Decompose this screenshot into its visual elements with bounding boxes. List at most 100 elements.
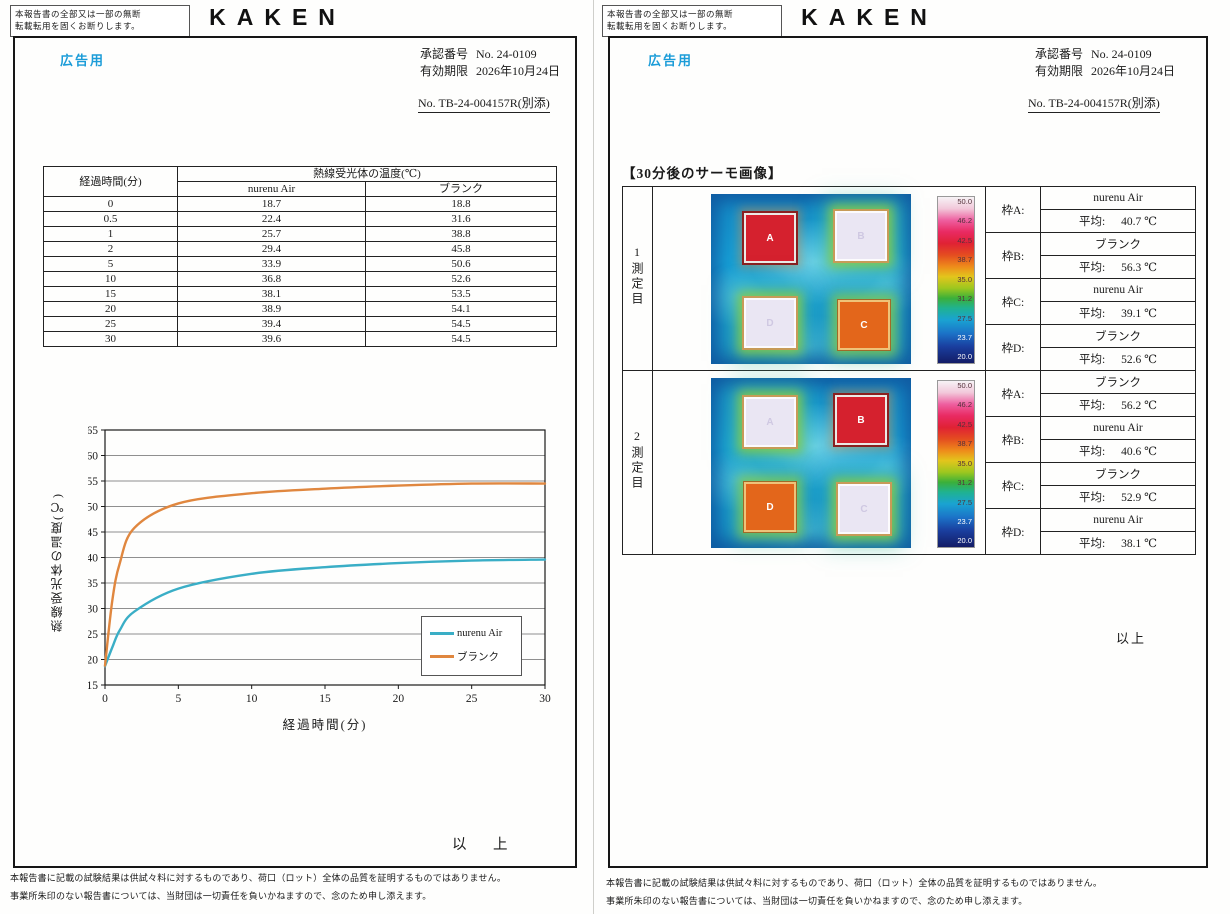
copyright-notice-line1: 本報告書の全部又は一部の無断 — [607, 9, 734, 19]
thermo-color-scale: 50.0 46.2 42.5 38.7 35.0 31.2 27.5 23.7 … — [937, 196, 975, 364]
frame-label: 枠A: — [985, 370, 1041, 417]
temperature-table: 経過時間(分) 熱線受光体の温度(℃) nurenu Air ブランク 0 18.… — [43, 166, 557, 347]
thermal-image-2: A B D C — [711, 378, 911, 548]
thermo-results-table: 1測定目 A B D C 50.0 46.2 42.5 38.7 35.0 31… — [622, 186, 1196, 555]
scale-tick-label: 42.5 — [957, 420, 972, 429]
temperature-line-chart: 15 20 25 30 35 40 45 50 55 60 65 0 5 10 15 20 25 30 — [88, 425, 551, 705]
thermal-image-cell-1: A B D C 50.0 46.2 42.5 38.7 35.0 31.2 27… — [652, 186, 986, 371]
thermal-image-1: A B D C — [711, 194, 911, 364]
svg-text:20: 20 — [393, 693, 405, 705]
table-header-row: 経過時間(分) 熱線受光体の温度(℃) — [43, 166, 557, 197]
approval-block: 承認番号 No. 24-0109 有効期限 2026年10月24日 — [1035, 46, 1175, 80]
square-letter: D — [766, 317, 774, 329]
svg-text:30: 30 — [88, 604, 98, 616]
square-letter: C — [860, 503, 868, 515]
table-row: 2 29.4 45.8 — [43, 241, 557, 257]
measurement-1-label-cell: 1測定目 — [622, 186, 653, 371]
kaken-logo: KAKEN — [209, 4, 346, 30]
cell-blank: 38.8 — [365, 226, 557, 242]
thermo-square-d: D — [744, 298, 796, 348]
frame-average: 平均: 38.1 ℃ — [1040, 531, 1196, 555]
cell-sample: 38.9 — [177, 301, 366, 317]
col-header-time: 経過時間(分) — [43, 166, 178, 197]
thermo-square-c: C — [838, 300, 890, 350]
frame-material: nurenu Air — [1040, 278, 1196, 302]
scale-tick-label: 23.7 — [957, 517, 972, 526]
copyright-notice-box: 本報告書の全部又は一部の無断 転載転用を固くお断りします。 — [10, 5, 190, 37]
svg-text:20: 20 — [88, 655, 98, 667]
expiry-row: 有効期限 2026年10月24日 — [1035, 63, 1175, 80]
approval-block: 承認番号 No. 24-0109 有効期限 2026年10月24日 — [420, 46, 560, 80]
scale-tick-label: 20.0 — [957, 536, 972, 545]
thermo-square-b: B — [835, 211, 887, 261]
legend-line-blank — [430, 654, 454, 658]
table-row: 1 25.7 38.8 — [43, 226, 557, 242]
legend-label-sample: nurenu Air — [457, 628, 503, 640]
legend-label-blank: ブランク — [457, 651, 499, 663]
approval-value: No. 24-0109 — [476, 47, 537, 61]
expiry-label: 有効期限 — [420, 64, 469, 78]
scale-tick-label: 27.5 — [957, 314, 972, 323]
expiry-value: 2026年10月24日 — [1091, 64, 1176, 78]
closing-statement: 以上 — [1116, 631, 1147, 646]
cell-sample: 18.7 — [177, 196, 366, 212]
frame-average: 平均: 52.9 ℃ — [1040, 485, 1196, 509]
thermo-square-a: A — [744, 397, 796, 447]
frame-label: 枠D: — [985, 508, 1041, 555]
svg-text:30: 30 — [539, 693, 551, 705]
copyright-notice-line2: 転載転用を固くお断りします。 — [607, 21, 733, 31]
scale-tick-label: 46.2 — [957, 216, 972, 225]
table-row: 0 18.7 18.8 — [43, 196, 557, 212]
svg-text:15: 15 — [88, 680, 98, 692]
svg-text:15: 15 — [319, 693, 331, 705]
page-left: 本報告書の全部又は一部の無断 転載転用を固くお断りします。 KAKEN 広告用 … — [0, 0, 592, 914]
frame-label: 枠C: — [985, 278, 1041, 325]
svg-text:65: 65 — [88, 425, 98, 437]
chart-x-axis-label: 経過時間(分) — [282, 718, 368, 732]
page-border — [608, 36, 1208, 868]
cell-time: 25 — [43, 316, 178, 332]
legend-line-sample — [430, 632, 454, 636]
square-letter: C — [860, 319, 868, 331]
scale-tick-label: 23.7 — [957, 333, 972, 342]
frame-label: 枠B: — [985, 232, 1041, 279]
frame-material: ブランク — [1040, 232, 1196, 256]
frame-label: 枠D: — [985, 324, 1041, 371]
scale-tick-label: 38.7 — [957, 439, 972, 448]
approval-label: 承認番号 — [1035, 47, 1084, 61]
avg-value: 56.2 ℃ — [1121, 400, 1158, 412]
cell-blank: 31.6 — [365, 211, 557, 227]
cell-time: 5 — [43, 256, 178, 272]
legend-entry-blank: ブランク — [430, 649, 513, 664]
frame-average: 平均: 39.1 ℃ — [1040, 301, 1196, 325]
avg-value: 40.7 ℃ — [1121, 216, 1158, 228]
thermo-square-a: A — [744, 213, 796, 263]
cell-sample: 39.4 — [177, 316, 366, 332]
avg-label: 平均: — [1078, 492, 1106, 504]
chart-legend: nurenu Air ブランク — [421, 616, 522, 676]
avg-value: 40.6 ℃ — [1121, 446, 1158, 458]
cell-blank: 54.5 — [365, 331, 557, 347]
closing-statement: 以 上 — [452, 837, 514, 853]
scale-tick-label: 50.0 — [957, 381, 972, 390]
report-number: No. TB-24-004157R(別添) — [1028, 94, 1160, 113]
scale-tick-label: 27.5 — [957, 498, 972, 507]
cell-time: 10 — [43, 271, 178, 287]
table-row: 5 33.9 50.6 — [43, 256, 557, 272]
avg-label: 平均: — [1078, 538, 1106, 550]
svg-text:40: 40 — [88, 553, 98, 565]
svg-text:0: 0 — [102, 693, 108, 705]
cell-sample: 25.7 — [177, 226, 366, 242]
col-header-blank: ブランク — [365, 181, 557, 197]
copyright-notice-line1: 本報告書の全部又は一部の無断 — [15, 9, 142, 19]
page-border — [13, 36, 577, 868]
copyright-notice-line2: 転載転用を固くお断りします。 — [15, 21, 141, 31]
frame-average: 平均: 40.6 ℃ — [1040, 439, 1196, 463]
avg-value: 56.3 ℃ — [1121, 262, 1158, 274]
measurement-1-row: 1測定目 A B D C 50.0 46.2 42.5 38.7 35.0 31… — [622, 186, 1196, 371]
measurement-2-row: 2測定目 A B D C 50.0 46.2 42.5 38.7 35.0 31… — [622, 370, 1196, 555]
report-number: No. TB-24-004157R(別添) — [418, 94, 550, 113]
thermo-square-d: D — [744, 482, 796, 532]
svg-text:25: 25 — [88, 629, 98, 641]
footer-disclaimer-line2: 事業所朱印のない報告書については、当財団は一切責任を負いかねますので、念のため申… — [606, 896, 1028, 906]
